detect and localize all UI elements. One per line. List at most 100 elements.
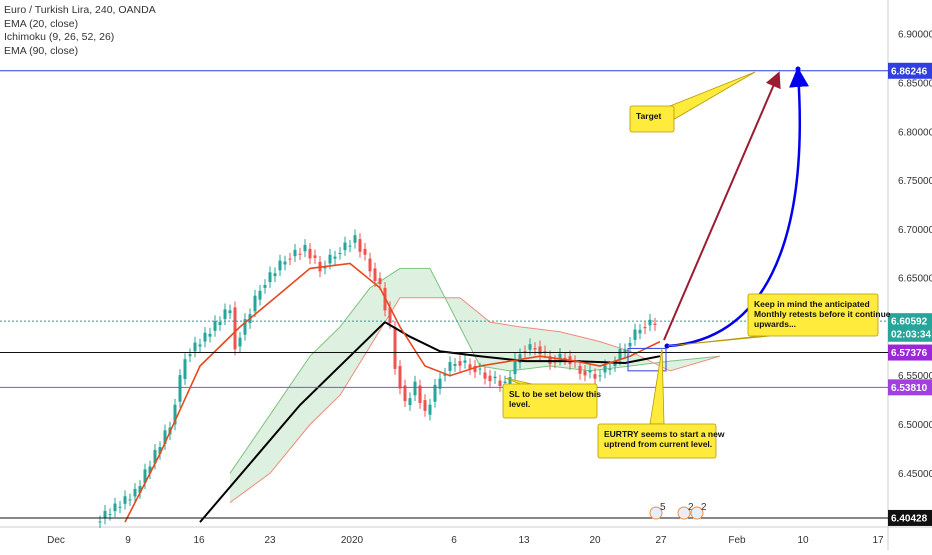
candle-body bbox=[253, 295, 257, 312]
candle-body bbox=[238, 337, 242, 347]
candle-body bbox=[133, 488, 137, 497]
candle-body bbox=[213, 321, 217, 331]
candle-body bbox=[503, 381, 507, 384]
candle-body bbox=[218, 322, 222, 325]
x-tick-label: 17 bbox=[872, 535, 884, 546]
candle-body bbox=[358, 239, 362, 252]
x-tick-label: 2020 bbox=[341, 535, 364, 546]
candle-body bbox=[293, 249, 297, 257]
candle-body bbox=[228, 310, 232, 314]
event-marker bbox=[649, 506, 663, 520]
candle-body bbox=[198, 344, 202, 347]
candle-body bbox=[468, 364, 472, 369]
legend-symbol: Euro / Turkish Lira, 240, OANDA bbox=[4, 4, 156, 16]
legend-ema90: EMA (90, close) bbox=[4, 44, 79, 57]
candle-body bbox=[423, 400, 427, 411]
candle-body bbox=[158, 446, 162, 454]
candle-body bbox=[128, 499, 132, 501]
candle-body bbox=[588, 370, 592, 373]
candle-body bbox=[153, 449, 157, 464]
candle-body bbox=[538, 346, 542, 355]
candle-body bbox=[263, 284, 267, 288]
uptrend-note-text: EURTRY seems to start a new bbox=[604, 429, 725, 439]
candle-body bbox=[638, 329, 642, 334]
candle-body bbox=[533, 348, 537, 350]
target-point bbox=[795, 66, 801, 72]
candle-body bbox=[613, 362, 617, 366]
candle-body bbox=[343, 242, 347, 251]
candle-body bbox=[523, 351, 527, 353]
price-tag-label: 6.86246 bbox=[891, 66, 928, 77]
candle-body bbox=[258, 290, 262, 300]
candle-body bbox=[598, 375, 602, 377]
candle-body bbox=[203, 332, 207, 342]
price-tag-label: 6.53810 bbox=[891, 383, 928, 394]
event-marker bbox=[677, 506, 691, 520]
candle-body bbox=[193, 342, 197, 352]
candle-body bbox=[463, 360, 467, 363]
retest-box bbox=[627, 347, 667, 372]
candle-body bbox=[278, 260, 282, 271]
legend-ema20: EMA (20, close) bbox=[4, 17, 79, 30]
price-tag bbox=[888, 325, 932, 342]
candle-body bbox=[143, 469, 147, 484]
candle-body bbox=[378, 278, 382, 284]
candle-body bbox=[428, 404, 432, 415]
candle-body bbox=[233, 307, 237, 350]
candle-body bbox=[108, 514, 112, 516]
candle-body bbox=[458, 361, 462, 366]
candle-body bbox=[138, 486, 142, 493]
candle-body bbox=[508, 377, 512, 386]
candle-body bbox=[98, 521, 102, 523]
candle-body bbox=[368, 258, 372, 272]
candle-body bbox=[488, 375, 492, 382]
retest-note-box bbox=[747, 293, 879, 337]
y-tick-label: 6.50000 bbox=[898, 420, 932, 431]
candle-body bbox=[178, 375, 182, 402]
candle-body bbox=[163, 430, 167, 445]
x-tick-label: Feb bbox=[728, 535, 746, 546]
candle-body bbox=[173, 404, 177, 425]
target-arrow-blue bbox=[667, 67, 809, 348]
candle-body bbox=[433, 384, 437, 402]
legend-ichimoku: Ichimoku (9, 26, 52, 26) bbox=[4, 31, 115, 43]
candle-body bbox=[603, 365, 607, 373]
candle-body bbox=[323, 266, 327, 269]
candle-body bbox=[643, 326, 647, 329]
price-tag bbox=[888, 313, 932, 330]
x-tick-label: 27 bbox=[655, 535, 667, 546]
uptrend-note-box bbox=[597, 423, 717, 459]
y-tick-label: 6.85000 bbox=[898, 78, 932, 89]
y-tick-label: 6.45000 bbox=[898, 469, 932, 480]
ema90-line bbox=[199, 320, 661, 523]
ema20-line bbox=[124, 262, 661, 523]
x-tick-label: 10 bbox=[797, 535, 809, 546]
candle-body bbox=[513, 358, 517, 375]
candle-body bbox=[518, 354, 522, 363]
y-tick-label: 6.55000 bbox=[898, 371, 932, 382]
candle-body bbox=[483, 372, 487, 379]
x-tick-label: 23 bbox=[264, 535, 276, 546]
candle-body bbox=[338, 253, 342, 255]
candle-body bbox=[618, 349, 622, 360]
candle-body bbox=[273, 273, 277, 277]
candle-body bbox=[268, 272, 272, 283]
retest-note-text: Monthly retests before it continue bbox=[754, 309, 891, 319]
candle-body bbox=[528, 344, 532, 350]
candle-body bbox=[148, 466, 152, 474]
candle-body bbox=[223, 309, 227, 320]
candle-body bbox=[298, 253, 302, 255]
candle-body bbox=[118, 506, 122, 508]
event-marker-count: 2 bbox=[701, 502, 707, 513]
candle-body bbox=[353, 235, 357, 243]
x-tick-label: 9 bbox=[125, 535, 131, 546]
stop-loss-note-box bbox=[502, 383, 598, 419]
ichimoku-cloud-fill bbox=[230, 268, 720, 503]
candle-body bbox=[623, 349, 627, 353]
price-tag-label: 02:03:34 bbox=[891, 329, 931, 340]
candle-body bbox=[288, 258, 292, 260]
candle-body bbox=[473, 365, 477, 373]
candle-body bbox=[308, 248, 312, 259]
